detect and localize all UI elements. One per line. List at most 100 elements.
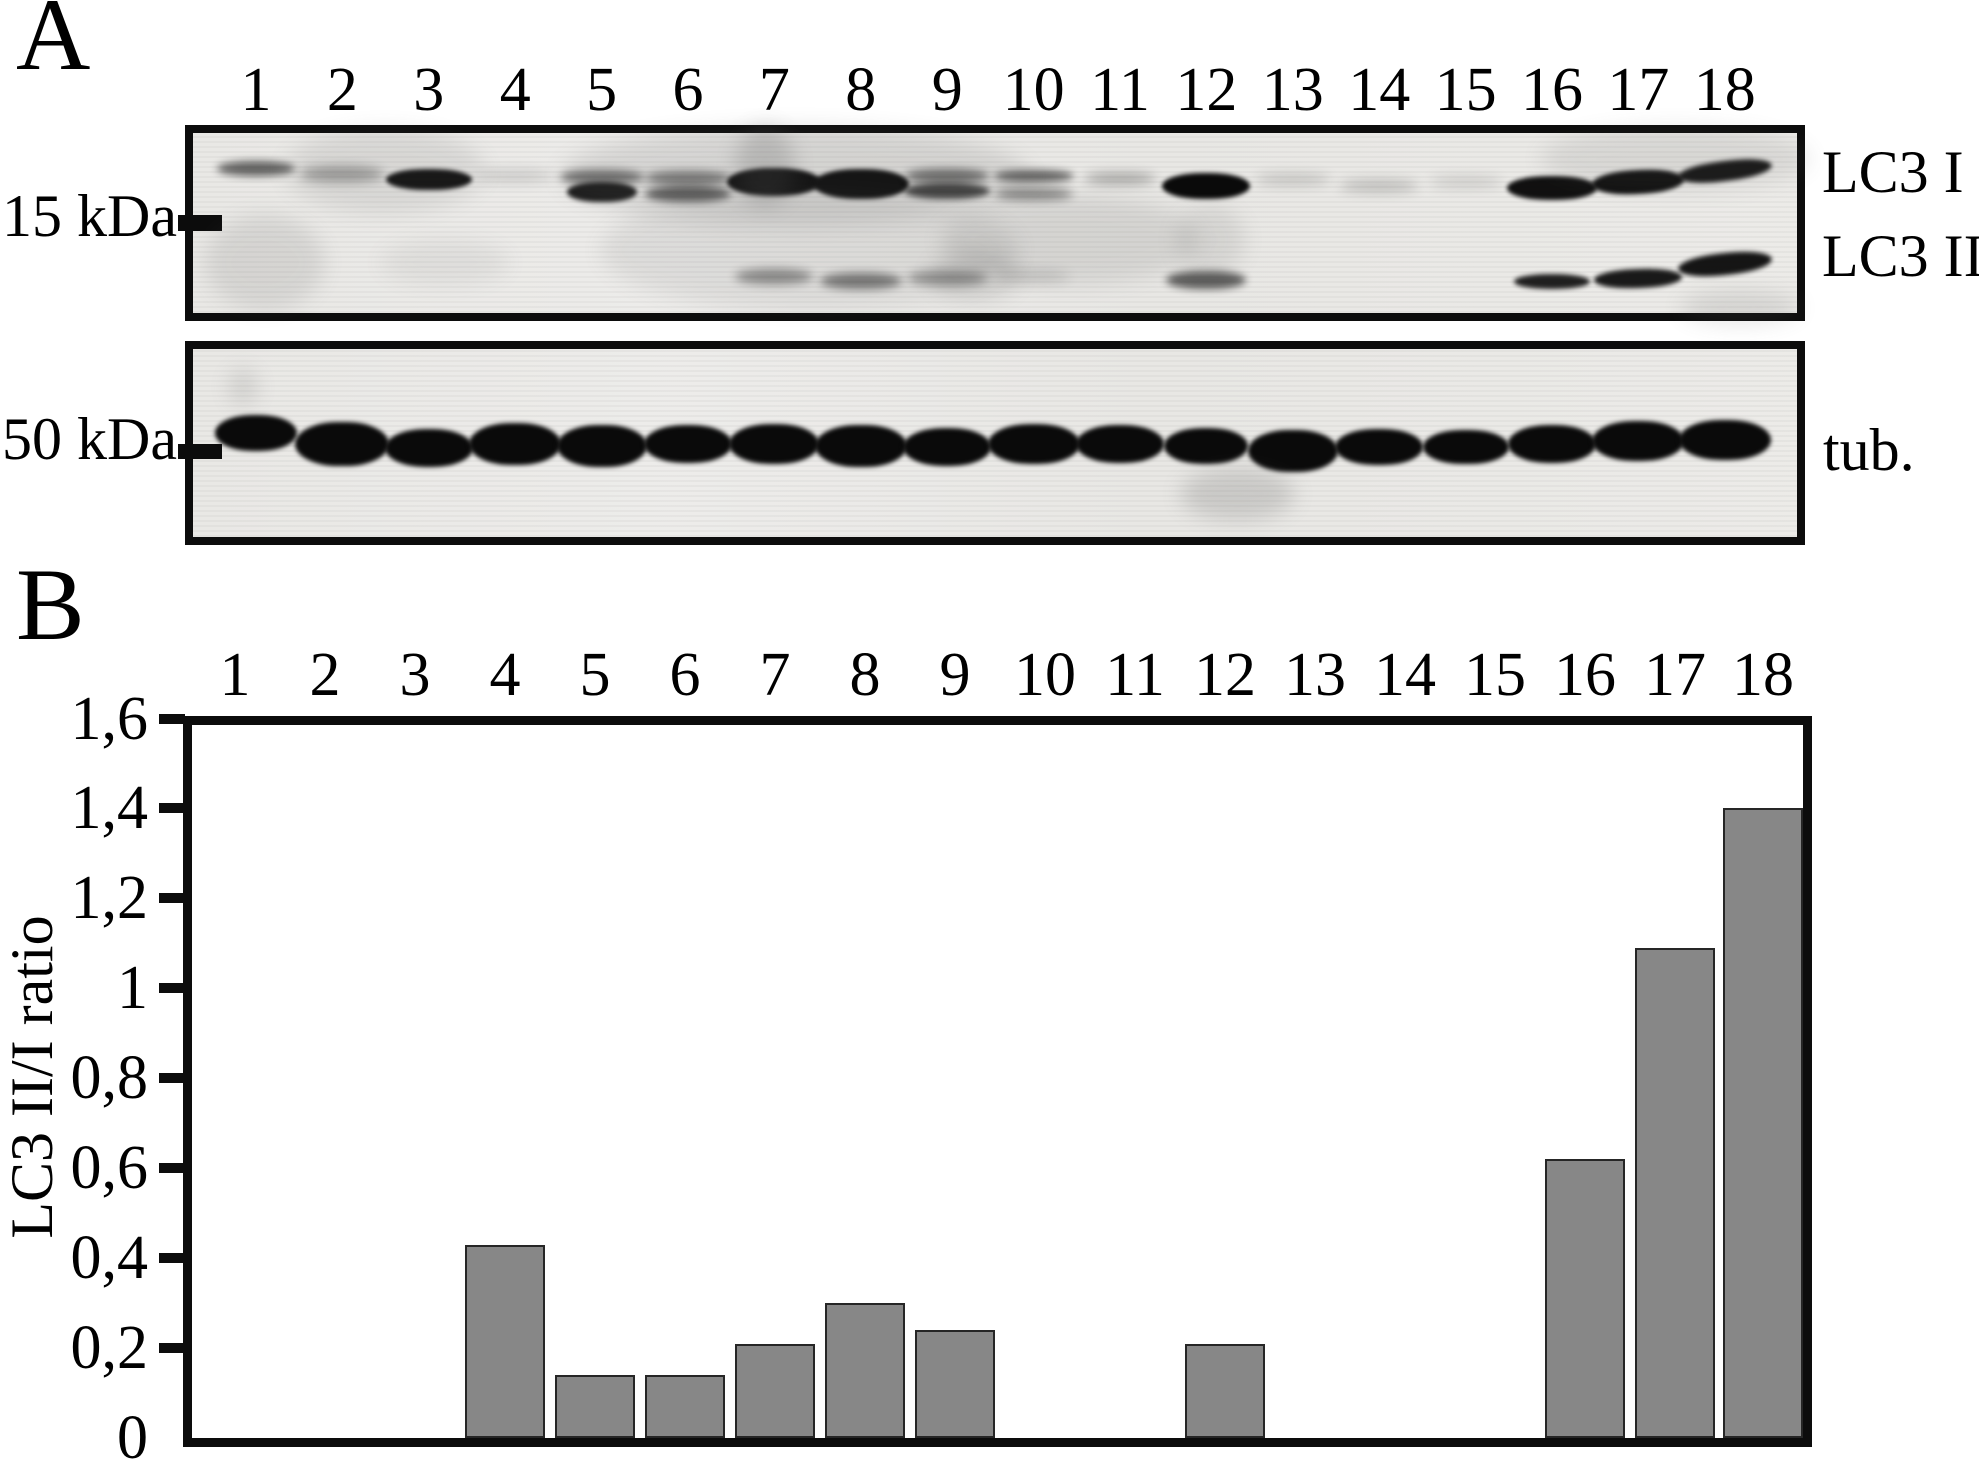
y-axis-tick-label: 1,4	[70, 774, 149, 843]
panel-a-lane-number: 13	[1261, 56, 1324, 124]
panel-a-lane-number: 15	[1434, 56, 1497, 124]
wb-band-lane-7	[729, 424, 820, 464]
wb-band-lane-5	[559, 170, 644, 184]
panel-b-lane-number: 13	[1284, 641, 1346, 709]
wb-band-lane-3	[385, 168, 472, 190]
marker-50kda-tick	[178, 444, 222, 459]
panel-a-lane-number: 12	[1175, 56, 1238, 124]
panel-b-lane-number: 4	[489, 641, 521, 709]
blot-smudge	[560, 126, 1030, 226]
bar-lane-7	[735, 1343, 815, 1438]
blot-smudge	[380, 240, 510, 285]
wb-band-lane-6	[644, 425, 732, 463]
blot-smudge	[940, 195, 1200, 285]
y-axis-tick-label: 0	[117, 1404, 148, 1470]
panel-b-lane-number: 17	[1644, 641, 1706, 709]
lc3i-band-label: LC3 I	[1822, 139, 1964, 205]
panel-b-lane-number: 9	[939, 641, 971, 709]
panel-a-lane-number: 3	[413, 56, 445, 124]
y-axis-tick	[159, 983, 185, 994]
bar-lane-18	[1723, 808, 1803, 1438]
panel-a-lane-number: 7	[758, 56, 790, 124]
wb-band-lane-6	[645, 186, 731, 202]
panel-a-lane-number: 1	[240, 56, 272, 124]
blot-smudge	[600, 190, 1020, 310]
wb-band-lane-2	[300, 166, 385, 182]
panel-a-lane-number: 18	[1693, 56, 1756, 124]
panel-a-lane-number: 4	[499, 56, 531, 124]
y-axis-tick-label: 0,4	[70, 1224, 149, 1293]
panel-b-lane-number: 7	[759, 641, 791, 709]
wb-band-lane-5	[556, 425, 647, 467]
panel-b-lane-number: 6	[669, 641, 701, 709]
panel-a-lane-number: 14	[1348, 56, 1411, 124]
y-axis-tick-label: 1,2	[70, 864, 149, 933]
y-axis-tick-label: 0,6	[70, 1134, 149, 1203]
panel-b-lane-number: 11	[1105, 641, 1165, 709]
panel-a-lane-number: 8	[845, 56, 877, 124]
y-axis-tick	[159, 1163, 185, 1174]
blot-smudge	[205, 215, 325, 310]
tubulin-band-label: tub.	[1823, 417, 1915, 483]
wb-band-lane-18	[1678, 420, 1771, 460]
panel-b-lane-number: 10	[1014, 641, 1076, 709]
lc3-western-blot	[185, 125, 1805, 321]
y-axis-tick-label: 1	[117, 954, 148, 1023]
y-axis-tick	[159, 1253, 185, 1264]
y-axis-tick	[159, 1343, 185, 1354]
wb-band-lane-15	[1428, 177, 1503, 187]
blot-smudge	[1180, 468, 1295, 520]
panel-b-lane-number: 18	[1732, 641, 1794, 709]
wb-band-lane-13	[1254, 173, 1331, 185]
panel-b-lane-number: 16	[1554, 641, 1616, 709]
blot-smudge	[735, 126, 795, 206]
panel-b-lane-number: 2	[309, 641, 341, 709]
wb-band-lane-4	[469, 423, 562, 465]
panel-a-lane-number: 10	[1002, 56, 1065, 124]
wb-band-lane-10	[994, 188, 1073, 200]
y-axis-tick-label: 0,8	[70, 1044, 149, 1113]
wb-band-lane-11	[1076, 425, 1164, 463]
wb-band-lane-5	[566, 182, 637, 202]
blot-smudge	[930, 250, 1020, 300]
panel-b-lane-number: 8	[849, 641, 881, 709]
wb-band-lane-9	[905, 169, 990, 183]
bar-lane-6	[645, 1375, 725, 1438]
blot-smudge	[1540, 126, 1810, 191]
wb-band-lane-10	[993, 170, 1074, 182]
blot-smudge	[285, 128, 485, 213]
marker-50kda-label: 50 kDa	[2, 406, 177, 472]
y-axis-tick	[159, 1073, 185, 1084]
wb-band-lane-8	[812, 169, 909, 199]
panel-a-lane-number: 11	[1090, 56, 1150, 124]
panel-a-label: A	[16, 0, 91, 92]
wb-band-lane-9	[904, 183, 991, 199]
wb-band-lane-7	[727, 168, 822, 196]
wb-band-lane-10	[987, 424, 1080, 464]
bar-lane-9	[915, 1330, 995, 1438]
wb-band-lane-9	[903, 428, 992, 466]
wb-band-lane-8	[814, 425, 907, 467]
y-axis-tick	[159, 713, 185, 724]
panel-a-lane-number: 5	[586, 56, 618, 124]
wb-band-lane-6	[645, 171, 731, 185]
bar-lane-12	[1185, 1343, 1265, 1438]
y-axis-tick-label: 0,2	[70, 1314, 149, 1383]
bar-chart-frame	[183, 716, 1812, 1447]
bar-lane-17	[1635, 947, 1715, 1438]
lc3ii-band-label: LC3 II	[1822, 223, 1979, 289]
panel-b-lane-number: 12	[1194, 641, 1256, 709]
wb-band-lane-16	[1514, 273, 1590, 289]
panel-a-lane-number: 6	[672, 56, 704, 124]
wb-band-lane-8	[819, 273, 902, 289]
wb-band-lane-11	[1084, 172, 1156, 184]
wb-band-lane-15	[1422, 430, 1509, 464]
wb-band-lane-12	[1164, 428, 1249, 464]
wb-band-lane-3	[384, 429, 473, 467]
panel-b-lane-number: 5	[579, 641, 611, 709]
bar-lane-8	[825, 1303, 905, 1438]
wb-band-lane-17	[1592, 421, 1685, 461]
panel-b-lane-number: 1	[219, 641, 251, 709]
wb-band-lane-13	[1247, 430, 1338, 472]
